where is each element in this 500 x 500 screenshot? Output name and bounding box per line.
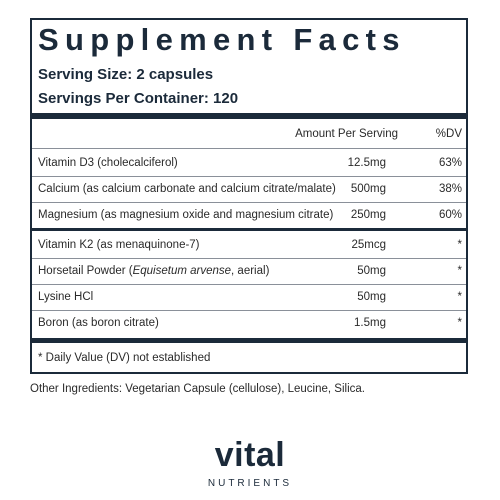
latin-name: Equisetum arvense [132,265,232,277]
daily-value: 38% [438,183,462,195]
nutrient-name: Vitamin D3 (cholecalciferol) [38,157,178,169]
amount: 250mg [350,209,386,221]
footnote-row: * Daily Value (DV) not established [38,346,462,370]
daily-value: 60% [438,209,462,221]
row-divider [32,176,466,177]
brand-logo: vital [214,436,286,474]
amount: 1.5mg [354,317,386,329]
nutrient-row: Vitamin D3 (cholecalciferol) 12.5mg 63% [38,151,462,175]
serving-size: Serving Size: 2 capsules [38,66,214,83]
daily-value: 63% [438,157,462,169]
amount: 25mcg [351,239,386,251]
nutrient-row: Horsetail Powder (Equisetum arvense, aer… [38,259,462,283]
thick-rule [32,338,466,343]
other-ingredients: Other Ingredients: Vegetarian Capsule (c… [30,383,365,395]
thick-rule [32,113,466,119]
nutrient-name: Boron (as boron citrate) [38,317,159,329]
medium-rule [32,228,466,231]
row-divider [32,148,466,149]
footnote: * Daily Value (DV) not established [38,352,211,364]
row-divider [32,258,466,259]
dv-header: %DV [435,128,462,140]
nutrient-name: Calcium (as calcium carbonate and calciu… [38,183,336,195]
name-part: , aerial) [231,265,270,277]
amount: 12.5mg [347,157,386,169]
nutrient-name: Magnesium (as magnesium oxide and magnes… [38,209,334,221]
row-divider [32,284,466,285]
brand-tagline: NUTRIENTS [207,478,293,489]
daily-value: * [457,239,462,251]
daily-value: * [457,317,462,329]
supplement-facts-panel: Supplement Facts Serving Size: 2 capsule… [30,18,468,374]
daily-value: * [457,265,462,277]
nutrient-row: Magnesium (as magnesium oxide and magnes… [38,203,462,227]
servings-per-container: Servings Per Container: 120 [38,90,239,107]
title: Supplement Facts [38,22,406,57]
amount: 50mg [357,291,386,303]
amount: 500mg [350,183,386,195]
row-divider [32,310,466,311]
amount: 50mg [357,265,386,277]
nutrient-row: Calcium (as calcium carbonate and calciu… [38,177,462,201]
nutrient-row: Boron (as boron citrate) 1.5mg * [38,311,462,335]
row-divider [32,202,466,203]
name-part: Horsetail Powder ( [38,265,133,277]
amount-header: Amount Per Serving [295,128,398,140]
nutrient-name: Horsetail Powder (Equisetum arvense, aer… [38,259,269,283]
daily-value: * [457,291,462,303]
header-row: Amount Per Serving %DV [38,122,462,146]
nutrient-row: Vitamin K2 (as menaquinone-7) 25mcg * [38,233,462,257]
nutrient-name: Vitamin K2 (as menaquinone-7) [38,239,200,251]
nutrient-name: Lysine HCl [38,291,94,303]
nutrient-row: Lysine HCl 50mg * [38,285,462,309]
